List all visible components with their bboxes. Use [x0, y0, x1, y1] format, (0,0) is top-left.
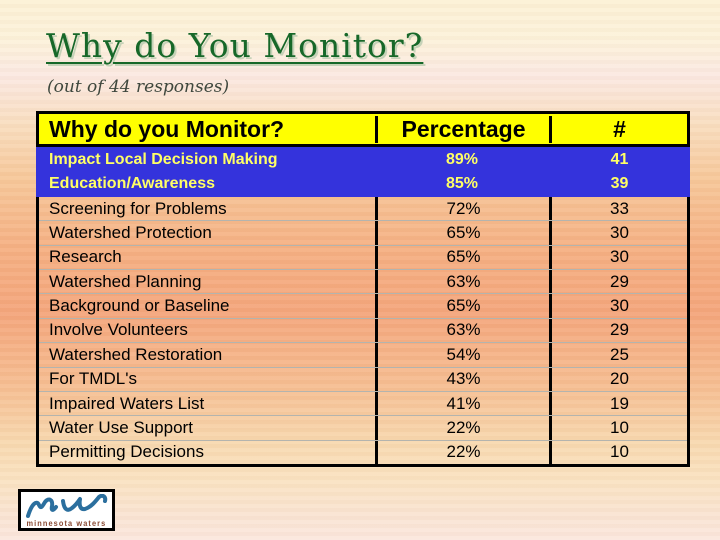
minnesota-waters-logo: minnesota waters: [18, 489, 115, 531]
table-header-count: #: [613, 115, 626, 142]
row-count: 33: [610, 198, 629, 218]
row-percentage: 85%: [445, 175, 479, 192]
table-row: Research 65% 30: [39, 244, 687, 270]
table-body: Screening for Problems 72% 33 Watershed …: [39, 197, 687, 464]
row-percentage: 63%: [378, 270, 552, 294]
row-count: 19: [610, 393, 629, 413]
row-percentage: 65%: [378, 245, 552, 270]
slide-title: Why do You Monitor?: [46, 26, 424, 65]
row-count: 25: [610, 344, 629, 364]
row-label: Education/Awareness: [49, 175, 215, 192]
row-label: For TMDL's: [39, 367, 378, 391]
table-row: Background or Baseline 65% 30: [39, 293, 687, 318]
table-row: Screening for Problems 72% 33: [39, 197, 687, 221]
row-count: 29: [610, 320, 629, 340]
row-percentage: 89%: [445, 151, 479, 168]
row-percentage: 72%: [378, 197, 552, 221]
row-label: Research: [39, 245, 378, 270]
row-label: Involve Volunteers: [39, 318, 378, 343]
row-label: Water Use Support: [39, 416, 378, 440]
row-label: Watershed Protection: [39, 221, 378, 245]
row-label: Screening for Problems: [39, 197, 378, 221]
table-row: Impaired Waters List 41% 19: [39, 390, 687, 416]
row-percentage: 54%: [378, 343, 552, 367]
row-percentage: 65%: [378, 221, 552, 245]
monitor-results-table: Why do you Monitor? Percentage # Impact …: [36, 111, 690, 467]
row-percentage: 63%: [378, 318, 552, 343]
row-count: 30: [610, 247, 629, 267]
table-row: For TMDL's 43% 20: [39, 366, 687, 391]
row-label: Permitting Decisions: [39, 440, 378, 464]
mw-wave-icon: [25, 494, 107, 518]
table-row-highlight: Education/Awareness 85% 39: [36, 172, 690, 196]
table-header-row: Why do you Monitor? Percentage #: [39, 114, 687, 147]
table-header-percentage: Percentage: [378, 115, 552, 143]
table-header-question: Why do you Monitor?: [39, 115, 378, 143]
row-label: Watershed Restoration: [39, 343, 378, 367]
row-percentage: 22%: [378, 416, 552, 440]
table-row: Permitting Decisions 22% 10: [39, 439, 687, 464]
row-count: 41: [610, 151, 629, 168]
row-label: Watershed Planning: [39, 270, 378, 294]
highlighted-rows-block: Impact Local Decision Making 89% 41 Educ…: [36, 147, 690, 197]
row-count: 10: [610, 417, 629, 437]
table-row-highlight: Impact Local Decision Making 89% 41: [36, 148, 690, 172]
row-percentage: 65%: [378, 294, 552, 318]
table-row: Watershed Planning 63% 29: [39, 269, 687, 294]
slide-subtitle: (out of 44 responses): [47, 77, 230, 97]
table-row: Watershed Restoration 54% 25: [39, 342, 687, 367]
row-label: Impact Local Decision Making: [49, 151, 278, 168]
row-percentage: 41%: [378, 391, 552, 416]
row-count: 39: [610, 175, 629, 192]
logo-wordmark: minnesota waters: [26, 519, 107, 528]
table-row: Watershed Protection 65% 30: [39, 220, 687, 245]
row-percentage: 43%: [378, 367, 552, 391]
row-count: 10: [610, 442, 629, 462]
row-label: Impaired Waters List: [39, 391, 378, 416]
table-row: Water Use Support 22% 10: [39, 415, 687, 440]
row-count: 20: [610, 369, 629, 389]
table-row: Involve Volunteers 63% 29: [39, 317, 687, 343]
row-count: 29: [610, 271, 629, 291]
row-count: 30: [610, 296, 629, 316]
row-percentage: 22%: [378, 440, 552, 464]
row-count: 30: [610, 223, 629, 243]
row-label: Background or Baseline: [39, 294, 378, 318]
